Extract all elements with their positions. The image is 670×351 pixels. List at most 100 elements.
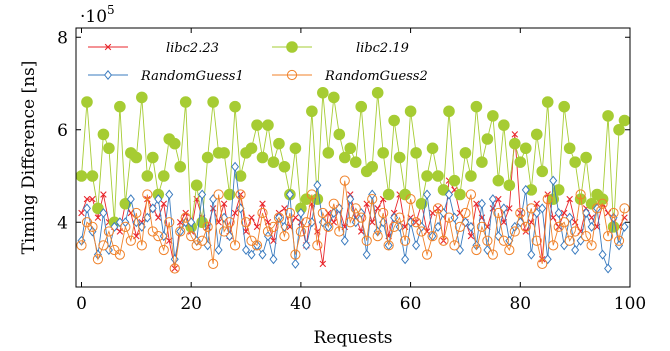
data-point [78,209,85,217]
data-point [209,205,217,212]
data-point [382,188,395,201]
data-point [404,105,417,118]
data-point [449,240,460,251]
data-point [251,240,263,251]
data-point [313,180,322,191]
data-point [470,100,483,113]
data-point [278,160,291,173]
data-point [521,184,530,195]
data-point [312,240,323,251]
data-point [259,200,266,207]
x-axis-label: Requests [313,328,392,348]
legend-label: libc2.23 [166,41,219,56]
data-point [103,142,115,155]
data-point [218,147,230,159]
data-point [438,235,449,246]
legend-label: RandomGuess1 [140,69,244,84]
data-point [511,131,519,138]
data-point [295,226,306,237]
y-tick-label: 6 [57,121,68,141]
data-point [498,235,509,246]
data-point [378,207,389,219]
data-point [141,170,154,182]
data-point [526,203,537,214]
data-point [450,212,459,223]
data-point [537,258,548,269]
data-point [586,240,597,251]
data-point [190,179,203,192]
data-point [174,160,187,173]
data-point [460,207,471,219]
y-axis-label: Timing Difference [ns] [19,61,39,255]
data-point [328,91,340,104]
data-point [284,207,296,219]
data-point [405,194,416,205]
data-point [148,203,157,214]
data-point [168,137,181,150]
data-point [454,188,466,201]
legend-item: libc2.23 [88,41,219,56]
data-point [245,142,258,155]
data-point [83,195,91,203]
x-tick-label: 100 [614,294,646,314]
data-point [618,114,631,127]
data-point [94,214,102,221]
data-point [231,161,240,172]
data-point [575,189,586,200]
data-point [495,195,502,203]
data-point [179,96,192,108]
data-point [110,221,119,232]
data-point [477,198,486,209]
data-point [383,240,394,251]
data-point [126,194,135,205]
data-point [87,221,98,232]
data-point [410,147,422,159]
data-point [257,207,268,219]
data-point [317,86,329,99]
data-point [136,240,147,251]
data-point [344,142,357,155]
data-point [202,221,213,232]
data-point [235,189,246,200]
data-point [613,123,625,136]
data-point [334,226,345,237]
data-point [340,235,349,246]
data-point [604,263,613,274]
data-point [306,189,317,200]
data-point [269,254,278,265]
data-point [377,147,389,159]
data-point [154,194,163,205]
data-point [153,231,164,242]
data-point [350,203,361,214]
data-point [165,189,174,200]
data-point [444,189,453,200]
data-point [258,249,267,260]
data-point [509,137,521,150]
data-point [389,221,400,232]
x-tick-label: 40 [290,294,312,314]
data-point [493,207,504,219]
data-point [256,151,269,164]
data-point [131,207,142,219]
legend: libc2.23 libc2.19 RandomGuess1 RandomGuess2 [88,41,428,84]
data-point [466,221,475,232]
data-point [432,203,444,214]
data-point [100,191,107,198]
legend-label: libc2.19 [356,41,409,56]
y-axis-multiplier: ·105 [80,3,115,27]
data-point [401,254,410,265]
x-tick-label: 60 [400,294,422,314]
data-point [317,207,328,219]
data-point [543,254,552,265]
data-point [251,119,263,131]
data-point [541,96,554,108]
data-point [197,235,208,246]
data-point [423,189,432,200]
data-point [604,209,612,217]
data-point [619,203,630,214]
data-point [164,217,175,228]
data-point [319,260,327,268]
data-point [146,151,159,164]
legend-item: RandomGuess1 [88,69,244,84]
data-point [582,207,591,219]
